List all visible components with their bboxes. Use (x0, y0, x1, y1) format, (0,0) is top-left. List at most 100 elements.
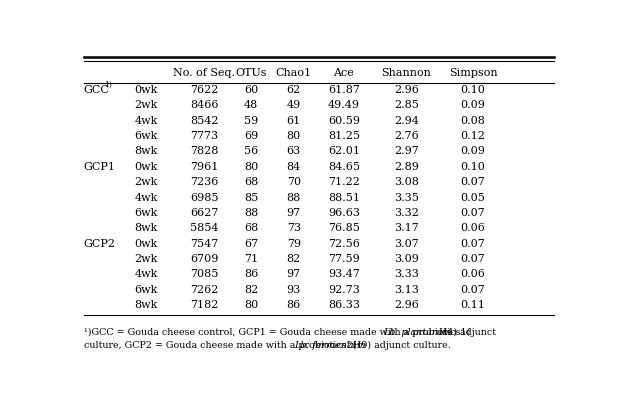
Text: 80: 80 (287, 131, 301, 141)
Text: GCC: GCC (83, 85, 109, 95)
Text: 0.11: 0.11 (461, 300, 485, 310)
Text: 2.85: 2.85 (394, 101, 419, 110)
Text: 3.13: 3.13 (394, 285, 419, 295)
Text: 76.85: 76.85 (328, 223, 360, 233)
Text: 92.73: 92.73 (328, 285, 360, 295)
Text: 0.06: 0.06 (461, 269, 485, 279)
Text: 86.33: 86.33 (328, 300, 360, 310)
Text: 7828: 7828 (190, 147, 218, 156)
Text: 85: 85 (244, 193, 258, 202)
Text: 7085: 7085 (190, 269, 218, 279)
Text: 61.87: 61.87 (328, 85, 360, 95)
Text: ¹)GCC = Gouda cheese control, GCP1 = Gouda cheese made with a probiotics1(: ¹)GCC = Gouda cheese control, GCP1 = Gou… (83, 328, 470, 337)
Text: 60.59: 60.59 (328, 116, 360, 126)
Text: 60: 60 (244, 85, 258, 95)
Text: 0.10: 0.10 (461, 162, 485, 172)
Text: No. of Seq.: No. of Seq. (173, 68, 235, 78)
Text: 2.94: 2.94 (394, 116, 419, 126)
Text: 4wk: 4wk (134, 269, 158, 279)
Text: 8466: 8466 (190, 101, 218, 110)
Text: 86: 86 (244, 269, 258, 279)
Text: OTUs: OTUs (236, 68, 267, 78)
Text: 81.25: 81.25 (328, 131, 360, 141)
Text: 70: 70 (287, 177, 301, 187)
Text: 7622: 7622 (190, 85, 218, 95)
Text: 0wk: 0wk (134, 162, 158, 172)
Text: 6wk: 6wk (134, 208, 158, 218)
Text: 3.33: 3.33 (394, 269, 419, 279)
Text: Chao1: Chao1 (276, 68, 312, 78)
Text: 2.76: 2.76 (394, 131, 419, 141)
Text: 88: 88 (244, 208, 258, 218)
Text: 3.32: 3.32 (394, 208, 419, 218)
Text: 2.96: 2.96 (394, 85, 419, 95)
Text: 93: 93 (287, 285, 301, 295)
Text: 59: 59 (244, 116, 258, 126)
Text: 77.59: 77.59 (328, 254, 360, 264)
Text: 84.65: 84.65 (328, 162, 360, 172)
Text: 80: 80 (244, 162, 258, 172)
Text: 4wk: 4wk (134, 116, 158, 126)
Text: 0.06: 0.06 (461, 223, 485, 233)
Text: 7182: 7182 (190, 300, 218, 310)
Text: 0.09: 0.09 (461, 147, 485, 156)
Text: 93.47: 93.47 (328, 269, 360, 279)
Text: 3.08: 3.08 (394, 177, 419, 187)
Text: 5854: 5854 (190, 223, 218, 233)
Text: H4) adjunct: H4) adjunct (436, 328, 496, 337)
Text: 2.97: 2.97 (394, 147, 419, 156)
Text: 82: 82 (287, 254, 301, 264)
Text: 0.07: 0.07 (461, 208, 485, 218)
Text: 0wk: 0wk (134, 239, 158, 248)
Text: 56: 56 (244, 147, 258, 156)
Text: 3.17: 3.17 (394, 223, 419, 233)
Text: GCP1: GCP1 (83, 162, 116, 172)
Text: 8542: 8542 (190, 116, 218, 126)
Text: Simpson: Simpson (448, 68, 498, 78)
Text: 0.08: 0.08 (461, 116, 485, 126)
Text: 86: 86 (287, 300, 301, 310)
Text: 8wk: 8wk (134, 147, 158, 156)
Text: Shannon: Shannon (381, 68, 432, 78)
Text: 88.51: 88.51 (328, 193, 360, 202)
Text: 49.49: 49.49 (328, 101, 360, 110)
Text: 80: 80 (244, 300, 258, 310)
Text: 2wk: 2wk (134, 101, 158, 110)
Text: 8wk: 8wk (134, 300, 158, 310)
Text: Ace: Ace (333, 68, 354, 78)
Text: 97: 97 (287, 208, 301, 218)
Text: 49: 49 (287, 101, 301, 110)
Text: 84: 84 (287, 162, 301, 172)
Text: 7262: 7262 (190, 285, 218, 295)
Text: 0.07: 0.07 (461, 177, 485, 187)
Text: Lb. fermentum: Lb. fermentum (295, 341, 366, 350)
Text: 6985: 6985 (190, 193, 218, 202)
Text: 63: 63 (287, 147, 301, 156)
Text: 2wk: 2wk (134, 177, 158, 187)
Text: 2.96: 2.96 (394, 300, 419, 310)
Text: 71.22: 71.22 (328, 177, 360, 187)
Text: 88: 88 (287, 193, 301, 202)
Text: 4wk: 4wk (134, 193, 158, 202)
Text: 62.01: 62.01 (328, 147, 360, 156)
Text: 6627: 6627 (190, 208, 218, 218)
Text: 2.89: 2.89 (394, 162, 419, 172)
Text: 73: 73 (287, 223, 301, 233)
Text: 79: 79 (287, 239, 301, 248)
Text: 71: 71 (244, 254, 258, 264)
Text: 0.12: 0.12 (461, 131, 485, 141)
Text: 7547: 7547 (190, 239, 218, 248)
Text: 0.05: 0.05 (461, 193, 485, 202)
Text: 0.07: 0.07 (461, 285, 485, 295)
Text: GCP2: GCP2 (83, 239, 116, 248)
Text: 68: 68 (244, 177, 258, 187)
Text: 72.56: 72.56 (328, 239, 360, 248)
Text: 67: 67 (244, 239, 258, 248)
Text: 82: 82 (244, 285, 258, 295)
Text: 7236: 7236 (190, 177, 218, 187)
Text: 0.10: 0.10 (461, 85, 485, 95)
Text: 3.35: 3.35 (394, 193, 419, 202)
Text: 6wk: 6wk (134, 131, 158, 141)
Text: 2wk: 2wk (134, 254, 158, 264)
Text: 97: 97 (287, 269, 301, 279)
